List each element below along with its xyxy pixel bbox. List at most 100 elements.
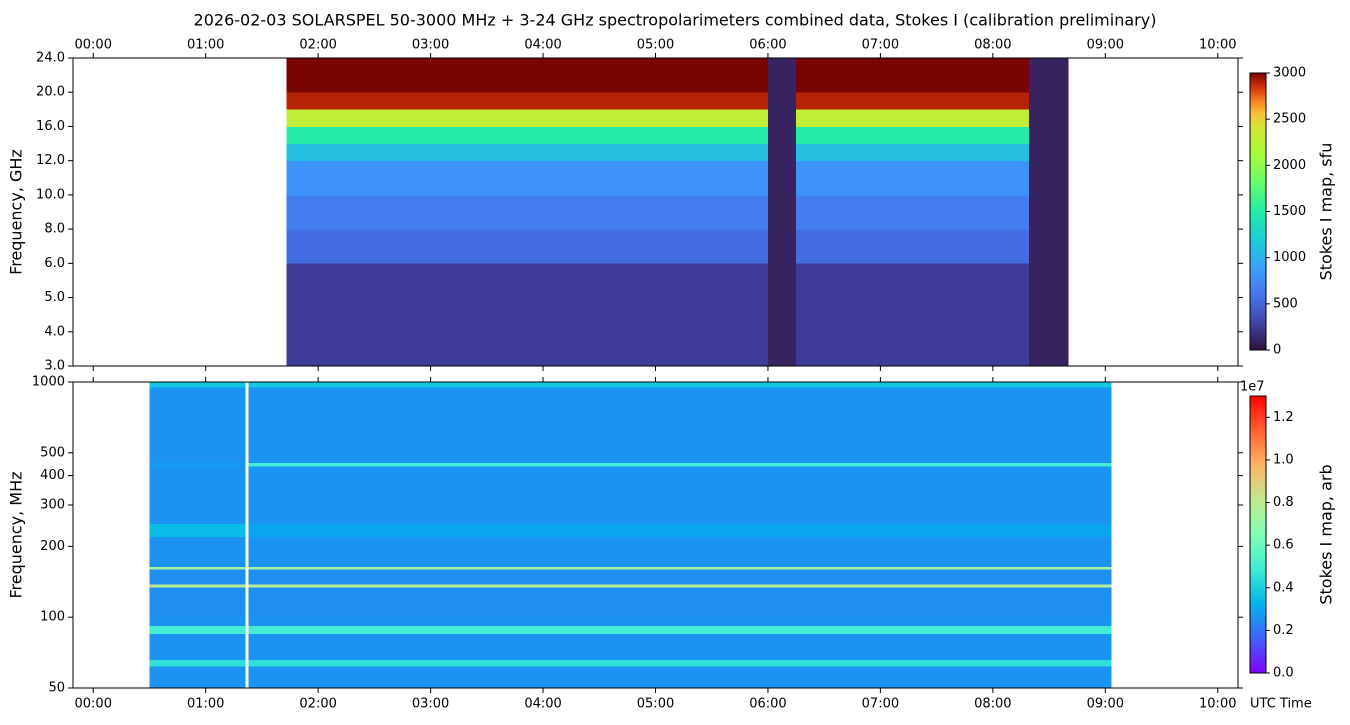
heatmap-cell — [767, 229, 797, 264]
heatmap-cell — [149, 617, 246, 627]
heatmap-cell — [248, 462, 1112, 467]
y-tick-label: 300 — [40, 497, 65, 512]
heatmap-cell — [248, 666, 1112, 689]
heatmap-cell — [149, 462, 246, 467]
heatmap-cell — [767, 194, 797, 230]
heatmap-cell — [796, 58, 1030, 93]
heatmap-cell — [149, 625, 246, 635]
heatmap-cell — [286, 109, 769, 127]
colorbar-tick-label: 1.2 — [1273, 410, 1294, 425]
heatmap-cell — [1028, 58, 1069, 93]
x-tick-label: 02:00 — [299, 697, 336, 712]
x-tick-label: 10:00 — [1199, 38, 1236, 53]
heatmap-cell — [796, 229, 1030, 264]
colorbar-label: Stokes I map, arb — [1317, 464, 1336, 604]
heatmap-cell — [149, 387, 246, 463]
heatmap-cell — [796, 263, 1030, 367]
heatmap-cell — [248, 617, 1112, 627]
heatmap-cell — [286, 229, 769, 264]
x-tick-label: 01:00 — [187, 38, 224, 53]
heatmap-cell — [767, 58, 797, 93]
heatmap-cell — [796, 109, 1030, 127]
heatmap-cell — [796, 92, 1030, 110]
heatmap-cell — [149, 569, 246, 585]
x-tick-label: 07:00 — [862, 38, 899, 53]
y-tick-label: 6.0 — [44, 256, 65, 271]
y-tick-label: 100 — [40, 610, 65, 625]
y-tick-label: 400 — [40, 468, 65, 483]
heatmap — [149, 382, 1112, 689]
heatmap-cell — [248, 569, 1112, 585]
y-tick-label: 500 — [40, 445, 65, 460]
y-tick-label: 12.0 — [36, 153, 65, 168]
heatmap-cell — [149, 666, 246, 689]
y-tick-label: 8.0 — [44, 222, 65, 237]
colorbar-tick-label: 0.0 — [1273, 666, 1294, 681]
heatmap-cell — [1028, 160, 1069, 196]
y-tick-label: 20.0 — [36, 85, 65, 100]
colorbar-tick-label: 2000 — [1273, 158, 1306, 173]
colorbar — [1250, 73, 1266, 350]
x-tick-label: 09:00 — [1087, 697, 1124, 712]
x-tick-label: 05:00 — [637, 697, 674, 712]
x-tick-label: 04:00 — [524, 38, 561, 53]
heatmap-cell — [1028, 109, 1069, 127]
colorbar-tick-label: 0.2 — [1273, 623, 1294, 638]
heatmap-cell — [767, 92, 797, 110]
x-tick-label: 03:00 — [412, 38, 449, 53]
x-tick-label: 00:00 — [75, 38, 112, 53]
colorbar-tick-label: 1.0 — [1273, 452, 1294, 467]
heatmap — [286, 58, 1069, 367]
colorbar-tick-label: 3000 — [1273, 66, 1306, 81]
heatmap-cell — [1028, 92, 1069, 110]
heatmap-cell — [248, 584, 1112, 588]
y-axis-label: Frequency, GHz — [7, 149, 26, 275]
heatmap-cell — [248, 625, 1112, 635]
colorbar-tick-label: 1000 — [1273, 250, 1306, 265]
x-tick-label: 09:00 — [1087, 38, 1124, 53]
y-tick-label: 1000 — [32, 375, 65, 390]
heatmap-cell — [1028, 263, 1069, 367]
heatmap-cell — [286, 194, 769, 230]
y-tick-label: 50 — [48, 681, 65, 696]
heatmap-cell — [1028, 229, 1069, 264]
heatmap-cell — [248, 523, 1112, 538]
x-tick-label: 05:00 — [637, 38, 674, 53]
x-axis-label: UTC Time — [1250, 697, 1312, 712]
heatmap-cell — [149, 523, 246, 538]
colorbar-tick-label: 0.8 — [1273, 495, 1294, 510]
colorbar-tick-label: 0.6 — [1273, 538, 1294, 553]
heatmap-cell — [1028, 143, 1069, 162]
x-tick-label: 01:00 — [187, 697, 224, 712]
x-tick-label: 07:00 — [862, 697, 899, 712]
heatmap-cell — [149, 633, 246, 661]
heatmap-cell — [149, 465, 246, 525]
heatmap-cell — [248, 566, 1112, 570]
heatmap-cell — [248, 536, 1112, 568]
x-tick-label: 03:00 — [412, 697, 449, 712]
heatmap-cell — [1028, 126, 1069, 144]
heatmap-cell — [149, 382, 246, 388]
y-tick-label: 10.0 — [36, 187, 65, 202]
heatmap-cell — [286, 160, 769, 196]
heatmap-cell — [767, 263, 797, 367]
y-tick-label: 16.0 — [36, 119, 65, 134]
chart-title: 2026-02-03 SOLARSPEL 50-3000 MHz + 3-24 … — [194, 11, 1157, 30]
heatmap-cell — [767, 160, 797, 196]
x-tick-label: 00:00 — [75, 697, 112, 712]
heatmap-cell — [248, 465, 1112, 525]
colorbar-tick-label: 500 — [1273, 296, 1298, 311]
colorbar-tick-label: 0 — [1273, 343, 1281, 358]
heatmap-cell — [248, 659, 1112, 667]
x-tick-label: 02:00 — [299, 38, 336, 53]
heatmap-cell — [248, 633, 1112, 661]
heatmap-cell — [767, 143, 797, 162]
heatmap-cell — [149, 584, 246, 588]
heatmap-cell — [767, 109, 797, 127]
heatmap-cell — [149, 587, 246, 618]
x-tick-label: 08:00 — [974, 38, 1011, 53]
heatmap-cell — [286, 58, 769, 93]
x-tick-label: 10:00 — [1199, 697, 1236, 712]
y-tick-label: 200 — [40, 539, 65, 554]
y-axis-label: Frequency, MHz — [7, 471, 26, 598]
